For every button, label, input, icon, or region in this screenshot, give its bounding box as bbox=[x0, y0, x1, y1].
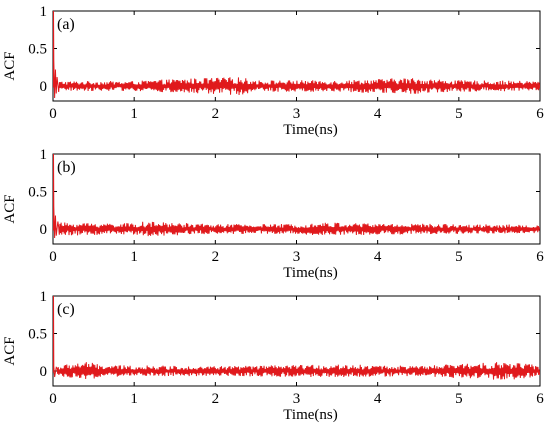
x-tick-label: 4 bbox=[374, 249, 382, 265]
x-tick-label: 6 bbox=[536, 106, 544, 122]
acf-series-line bbox=[53, 154, 540, 239]
y-tick-label: 1 bbox=[40, 289, 48, 305]
x-tick-label: 3 bbox=[293, 106, 301, 122]
x-tick-label: 3 bbox=[293, 391, 301, 407]
y-axis-label: ACF bbox=[2, 194, 18, 223]
y-axis-label: ACF bbox=[2, 51, 18, 80]
x-tick-label: 3 bbox=[293, 249, 301, 265]
x-axis-label: Time(ns) bbox=[283, 265, 337, 281]
y-tick-label: 0 bbox=[40, 79, 48, 95]
x-tick-label: 2 bbox=[212, 249, 220, 265]
x-tick-label: 4 bbox=[374, 391, 382, 407]
y-tick-label: 0.5 bbox=[28, 42, 47, 58]
acf-series-line bbox=[53, 296, 540, 380]
y-axis-label: ACF bbox=[2, 336, 18, 365]
acf-panel: 0 1 2 3 4 5 6 0 0.5 1 Time(ns) ACF (a) bbox=[2, 4, 544, 138]
x-tick-label: 1 bbox=[130, 391, 138, 407]
y-tick-label: 1 bbox=[40, 147, 48, 163]
x-tick-label: 6 bbox=[536, 249, 544, 265]
x-tick-label: 6 bbox=[536, 391, 544, 407]
x-tick-label: 0 bbox=[49, 249, 57, 265]
x-tick-label: 5 bbox=[455, 249, 463, 265]
acf-panel: 0 1 2 3 4 5 6 0 0.5 1 Time(ns) ACF (c) bbox=[2, 289, 544, 423]
panel-label: (b) bbox=[57, 159, 76, 176]
y-tick-label: 0.5 bbox=[28, 327, 47, 343]
y-tick-label: 0.5 bbox=[28, 185, 47, 201]
panel-label: (c) bbox=[57, 301, 75, 318]
y-tick-label: 0 bbox=[40, 222, 48, 238]
acf-series-line bbox=[53, 11, 540, 99]
x-tick-label: 5 bbox=[455, 106, 463, 122]
x-axis-label: Time(ns) bbox=[283, 407, 337, 423]
x-tick-label: 1 bbox=[130, 249, 138, 265]
y-tick-label: 0 bbox=[40, 364, 48, 380]
x-axis-label: Time(ns) bbox=[283, 122, 337, 138]
acf-panel: 0 1 2 3 4 5 6 0 0.5 1 Time(ns) ACF (b) bbox=[2, 147, 544, 281]
x-tick-label: 5 bbox=[455, 391, 463, 407]
x-tick-label: 4 bbox=[374, 106, 382, 122]
x-tick-label: 0 bbox=[49, 391, 57, 407]
x-tick-label: 2 bbox=[212, 391, 220, 407]
x-tick-label: 0 bbox=[49, 106, 57, 122]
y-tick-label: 1 bbox=[40, 4, 48, 20]
x-tick-label: 2 bbox=[212, 106, 220, 122]
panel-label: (a) bbox=[57, 16, 75, 33]
x-tick-label: 1 bbox=[130, 106, 138, 122]
